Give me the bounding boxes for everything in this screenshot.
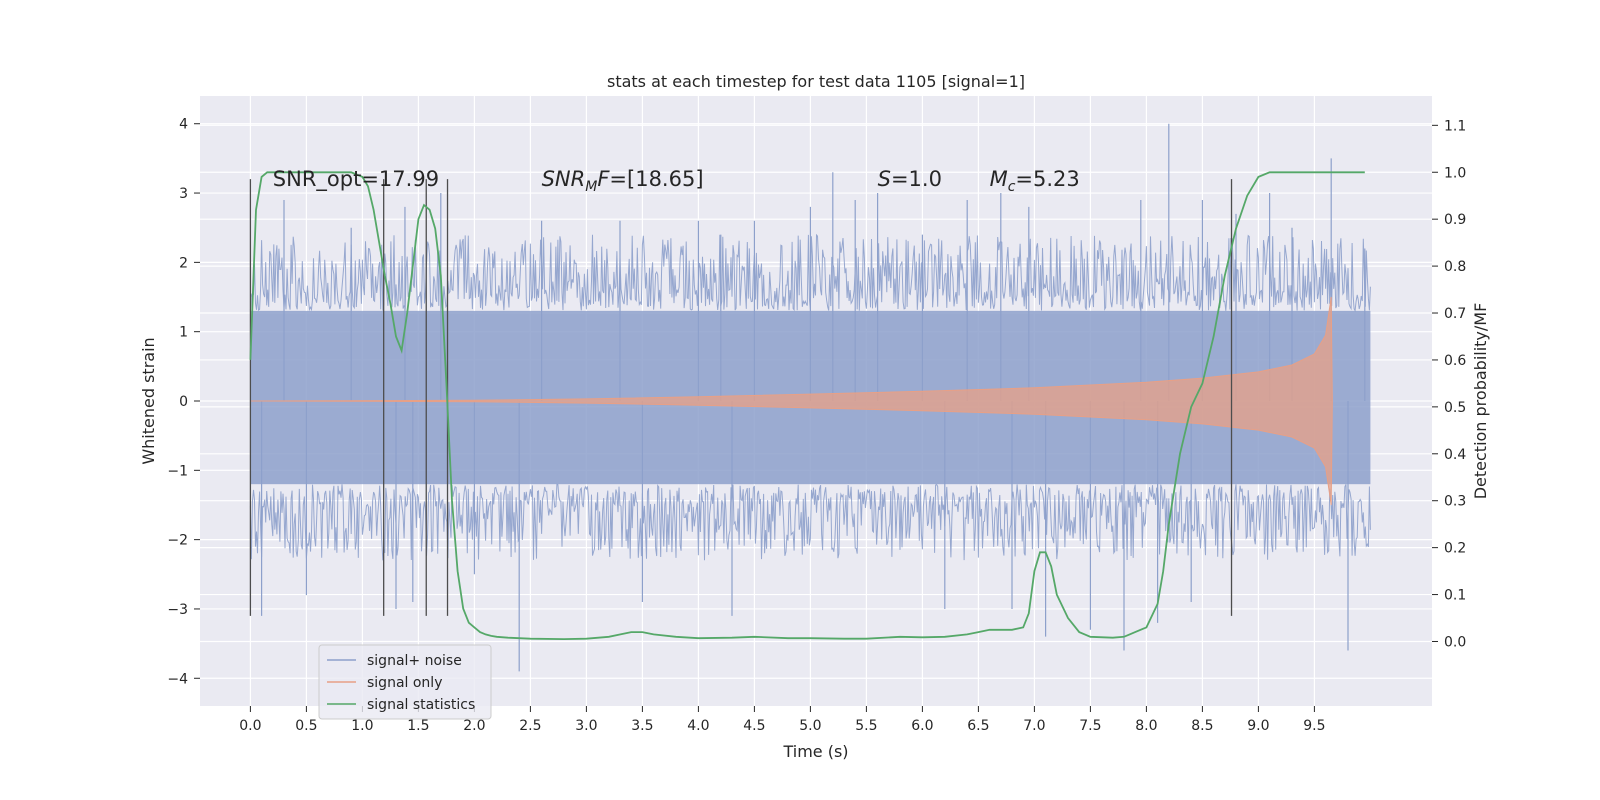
x-tick-label: 7.0 xyxy=(1023,718,1045,734)
y2-tick-label: 0.1 xyxy=(1444,588,1466,604)
x-tick-label: 1.5 xyxy=(407,718,429,734)
x-tick-label: 8.0 xyxy=(1135,718,1157,734)
x-axis-label: Time (s) xyxy=(782,742,848,761)
y2-tick-label: 0.6 xyxy=(1444,353,1466,369)
x-tick-label: 1.0 xyxy=(351,718,373,734)
x-tick-label: 9.5 xyxy=(1303,718,1325,734)
x-tick-label: 7.5 xyxy=(1079,718,1101,734)
legend: signal+ noise signal only signal statist… xyxy=(318,644,492,720)
annotation-layer: SNR_opt=17.99 SNRMF=[18.65] S=1.0 Mc=5.23 xyxy=(273,167,1080,195)
y2-tick-label: 0.8 xyxy=(1444,259,1466,275)
x-tick-label: 2.5 xyxy=(519,718,541,734)
x-tick-label: 6.5 xyxy=(967,718,989,734)
x-tick-label: 6.0 xyxy=(911,718,933,734)
x-tick-label: 4.0 xyxy=(687,718,709,734)
y2-tick-label: 0.5 xyxy=(1444,400,1466,416)
y-axis-label: Whitened strain xyxy=(139,337,158,464)
x-tick-label: 8.5 xyxy=(1191,718,1213,734)
x-tick-label: 9.0 xyxy=(1247,718,1269,734)
y2-tick-label: 0.4 xyxy=(1444,447,1466,463)
legend-box xyxy=(318,644,492,720)
y-tick-label: 1 xyxy=(179,325,188,341)
data-layer xyxy=(249,123,1371,672)
y-tick-label: 0 xyxy=(179,394,188,410)
y2-tick-label: 1.0 xyxy=(1444,165,1466,181)
x-tick-label: 2.0 xyxy=(463,718,485,734)
legend-label-noise: signal+ noise xyxy=(367,653,462,669)
signal-statistics-line xyxy=(249,171,1365,641)
x-tick-label: 5.5 xyxy=(855,718,877,734)
y2-tick-label: 0.2 xyxy=(1444,541,1466,557)
x-tick-label: 5.0 xyxy=(799,718,821,734)
y2-tick-label: 0.7 xyxy=(1444,306,1466,322)
y2-tick-label: 0.0 xyxy=(1444,634,1466,650)
signal-only-envelope xyxy=(250,296,1333,506)
y-tick-label: 4 xyxy=(179,117,188,133)
y2-tick-label: 0.9 xyxy=(1444,212,1466,228)
y-tick-label: −2 xyxy=(167,533,188,549)
y-tick-label: 2 xyxy=(179,255,188,271)
y-tick-label: 3 xyxy=(179,186,188,202)
annotation-mc-value: Mc=5.23 xyxy=(990,167,1080,195)
y-tick-label: −4 xyxy=(167,671,188,687)
annotation-snr-opt: SNR_opt=17.99 xyxy=(273,167,439,192)
x-tick-label: 4.5 xyxy=(743,718,765,734)
y-tick-label: −1 xyxy=(167,463,188,479)
y-tick-label: −3 xyxy=(167,602,188,618)
y2-tick-label: 0.3 xyxy=(1444,494,1466,510)
y2-axis-label: Detection probability/MF xyxy=(1471,303,1490,500)
legend-label-stats: signal statistics xyxy=(367,697,475,713)
x-tick-label: 3.5 xyxy=(631,718,653,734)
x-tick-label: 0.0 xyxy=(239,718,261,734)
legend-label-signal: signal only xyxy=(367,675,442,691)
noise-lower-trace xyxy=(249,483,1371,561)
tick-layer: 0.0 0.5 1.0 1.5 2.0 2.5 3.0 3.5 4.0 4.5 5.0 5.5 6.0 6… xyxy=(167,117,1466,734)
annotation-snr-mf: SNRMF=[18.65] xyxy=(542,167,704,195)
x-tick-label: 0.5 xyxy=(295,718,317,734)
annotation-s-value: S=1.0 xyxy=(878,167,942,191)
x-tick-label: 3.0 xyxy=(575,718,597,734)
chart-title: stats at each timestep for test data 110… xyxy=(607,72,1025,91)
y2-tick-label: 1.1 xyxy=(1444,118,1466,134)
